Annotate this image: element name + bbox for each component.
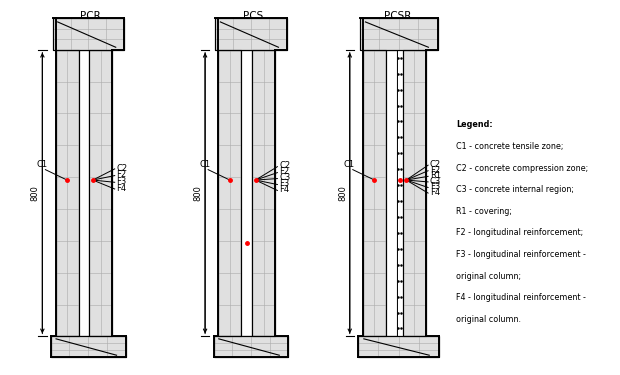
Bar [79, 50, 89, 336]
Text: PCS: PCS [242, 11, 263, 21]
Text: F2: F2 [117, 170, 126, 179]
Bar [89, 50, 112, 336]
Bar [358, 336, 439, 357]
Text: F3: F3 [117, 177, 126, 186]
Bar [358, 336, 439, 357]
Text: C2: C2 [279, 161, 290, 170]
Bar [241, 50, 252, 336]
Text: PCR: PCR [79, 11, 100, 21]
Text: C3: C3 [279, 173, 291, 182]
Bar [397, 50, 403, 336]
Bar [51, 336, 125, 357]
Text: F3: F3 [279, 179, 290, 188]
Bar [403, 50, 426, 336]
Bar [363, 50, 386, 336]
Bar [218, 50, 241, 336]
Text: R1 - covering;: R1 - covering; [456, 207, 512, 216]
Text: C2: C2 [430, 160, 441, 169]
Bar [89, 50, 112, 336]
Text: C1: C1 [343, 159, 355, 168]
Text: F4: F4 [117, 184, 126, 193]
Text: C1 - concrete tensile zone;: C1 - concrete tensile zone; [456, 142, 564, 151]
Text: F3: F3 [430, 182, 440, 191]
Text: F3 - longitudinal reinforcement -: F3 - longitudinal reinforcement - [456, 250, 587, 259]
Text: Legend:: Legend: [456, 120, 493, 129]
Bar [386, 50, 397, 336]
Text: original column;: original column; [456, 272, 521, 280]
Text: C1: C1 [199, 159, 210, 168]
Text: C2 - concrete compression zone;: C2 - concrete compression zone; [456, 164, 588, 172]
Bar [215, 18, 287, 50]
Bar [360, 18, 438, 50]
Text: original column.: original column. [456, 315, 521, 324]
Text: F4: F4 [279, 185, 290, 194]
Text: 800: 800 [193, 185, 202, 201]
Bar [363, 50, 386, 336]
Bar [252, 50, 275, 336]
Bar [53, 18, 125, 50]
Bar [215, 18, 287, 50]
Text: R1: R1 [430, 171, 441, 180]
Bar [403, 50, 426, 336]
Bar [56, 50, 79, 336]
Text: F2 - longitudinal reinforcement;: F2 - longitudinal reinforcement; [456, 228, 583, 237]
Text: C3: C3 [430, 177, 441, 186]
Bar [252, 50, 275, 336]
Bar [213, 336, 288, 357]
Bar [53, 18, 125, 50]
Bar [56, 50, 79, 336]
Text: F2: F2 [430, 165, 440, 174]
Text: C1: C1 [37, 159, 48, 168]
Text: PCSR: PCSR [384, 11, 411, 21]
Bar [360, 18, 438, 50]
Bar [218, 50, 241, 336]
Text: F2: F2 [279, 167, 290, 176]
Bar [213, 336, 288, 357]
Text: 800: 800 [338, 185, 347, 201]
Text: 800: 800 [30, 185, 40, 201]
Text: C3 - concrete internal region;: C3 - concrete internal region; [456, 185, 574, 194]
Text: C2: C2 [117, 164, 128, 172]
Text: F4: F4 [430, 188, 440, 197]
Text: F4 - longitudinal reinforcement -: F4 - longitudinal reinforcement - [456, 293, 587, 302]
Bar [51, 336, 125, 357]
